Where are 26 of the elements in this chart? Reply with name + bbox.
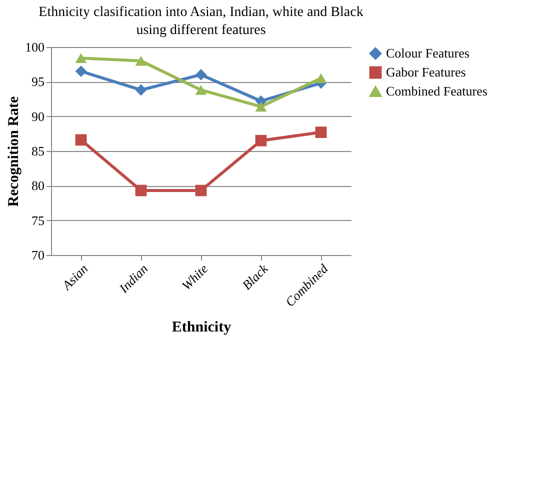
y-tick-label: 70	[32, 248, 44, 262]
point	[135, 84, 147, 96]
point	[315, 73, 327, 84]
y-axis-title: Recognition Rate	[6, 96, 22, 207]
point	[255, 134, 267, 146]
point	[195, 184, 207, 196]
point	[315, 126, 327, 138]
y-tick-label: 80	[32, 178, 44, 194]
point	[75, 134, 87, 146]
point	[255, 102, 267, 112]
legend-label: Colour Features	[386, 46, 470, 60]
y-tick-label: 85	[32, 144, 44, 158]
point	[195, 85, 207, 95]
chart-title: Ethnicity clasification into Asian, Indian, white and Black using different features	[38, 5, 364, 38]
y-tick-label: 75	[32, 212, 44, 228]
legend-label: Gabor Features	[386, 64, 466, 80]
point	[195, 69, 207, 80]
y-tick-label: 90	[32, 108, 44, 124]
point	[135, 56, 147, 66]
y-tick-label: 95	[32, 74, 44, 90]
x-axis-title: Ethnicity	[172, 319, 232, 336]
point	[75, 53, 87, 64]
point	[135, 184, 147, 196]
legend-label: Combined Features	[386, 84, 488, 98]
y-tick-label: 100	[25, 40, 44, 54]
point	[75, 66, 87, 77]
